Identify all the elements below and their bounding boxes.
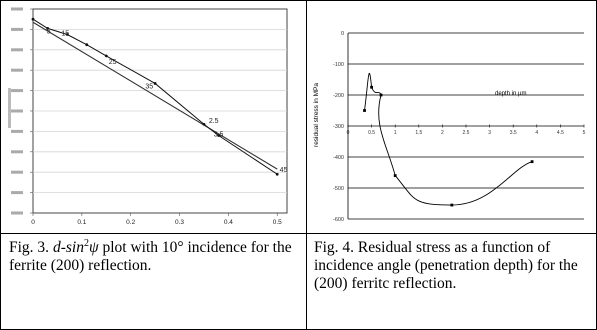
caption-rest: plot with 10° incidence for the ferrite …: [9, 239, 292, 274]
figure3-ytick-label-blur: [11, 191, 23, 195]
figure3-ytick-label-blur: [11, 170, 23, 174]
figure3-xtick-label: 0.5: [273, 219, 282, 226]
figure3-xtick-label: 0.4: [224, 219, 233, 226]
figure3-xtick-label: 0.2: [126, 219, 135, 226]
figure3-annotation: 25: [109, 59, 117, 66]
figure4-xtick-label: 5: [583, 130, 586, 136]
caption-d: d: [52, 239, 61, 256]
figure4-curve: [364, 72, 533, 206]
figure3-point: [202, 122, 206, 126]
figure3-annotation: 5: [47, 28, 51, 35]
figure3-annotation: 3.5: [214, 132, 224, 139]
figure4-point: [370, 85, 373, 89]
figure4-ytick-label: -400: [333, 155, 344, 161]
figure3-point: [104, 54, 108, 58]
figure4-xtick-label: 2.5: [463, 130, 470, 136]
figure3-annotation: 15: [61, 31, 69, 38]
figure4-ytick-label: -300: [333, 124, 344, 130]
figure3-ytick-label-blur: [11, 7, 23, 11]
figure3-point: [217, 134, 221, 137]
figure3-ytick-label-blur: [11, 129, 23, 133]
figure3-plot: 0 0.1 0.2 0.3 0.4 0.5 5 15 25 35 2.5 3.5 45: [5, 3, 303, 231]
figure4-xtick-label: 0: [347, 130, 350, 136]
figure4-xtick-label: 1.5: [415, 130, 422, 136]
figure3-xtick-label: 0: [31, 219, 35, 226]
figure4-caption: Fig. 4. Residual stress as a function of…: [314, 239, 578, 292]
figure4-ytick-label: -100: [333, 62, 344, 68]
figure3-point: [31, 17, 35, 21]
figure3-ytick-label-blur: [11, 48, 23, 52]
figure3-ytick-label-blur: [11, 68, 23, 72]
figure4-point: [530, 160, 534, 164]
figure4-ytick-label: -500: [333, 186, 344, 192]
caption-exponent: 2: [83, 237, 89, 249]
figure4-xtick-label: 1: [394, 130, 397, 136]
table-divider-vertical: [306, 1, 307, 329]
figure3-annotation: 45: [280, 167, 288, 174]
figure3-annotation: 35: [145, 84, 153, 91]
figure4-ylabel: residual stress in MPa: [313, 83, 320, 147]
figure3-xtick-label: 0.3: [175, 219, 184, 226]
figure4-point: [363, 109, 366, 112]
figure4-xtick-label: 3.5: [510, 130, 517, 136]
figure4-xtick-label: 4: [535, 130, 538, 136]
figure3-fit-line: [32, 21, 278, 170]
caption-sin: -sin: [60, 239, 84, 256]
figure4-point: [450, 203, 454, 207]
figure3-ylabel-blur: [8, 88, 11, 128]
figure4-point: [393, 174, 397, 177]
figure3-caption: Fig. 3. d-sin2ψ plot with 10° incidence …: [9, 237, 301, 275]
figure4-xtick-label: 3: [488, 130, 491, 136]
figure4-ytick-label: -600: [333, 217, 344, 223]
figure4-ytick-label: -200: [333, 93, 344, 99]
figure4-xlabel: depth in µm: [495, 91, 526, 97]
figure4-xtick-label: 2: [441, 130, 444, 136]
caption-prefix: Fig. 3.: [9, 239, 53, 256]
figure3-svg: 0 0.1 0.2 0.3 0.4 0.5 5 15 25 35 2.5 3.5 45: [8, 7, 288, 226]
figure3-ytick-label-blur: [11, 211, 23, 215]
figure3-ytick-label-blur: [11, 89, 23, 93]
figure3-ytick-label-blur: [11, 150, 23, 154]
figure3-annotation: 2.5: [209, 118, 219, 125]
figure4-xtick-label: 4.5: [557, 130, 564, 136]
figure3-ytick-label-blur: [11, 109, 23, 113]
figure4-svg: 0 -100 -200 -300 -400 -500 -600 0 0.5 1 1.5 2 2.5 3 3.…: [313, 31, 586, 223]
figure4-plot: 0 -100 -200 -300 -400 -500 -600 0 0.5 1 1.5 2 2.5 3 3.…: [310, 3, 594, 231]
figure3-ytick-label-blur: [11, 27, 23, 31]
figure3-point: [65, 33, 69, 36]
figure3-point: [275, 172, 279, 176]
table-divider-horizontal: [1, 233, 596, 234]
figure3-xtick-label: 0.1: [77, 219, 86, 226]
figure3-point: [153, 82, 157, 85]
figure3-point: [85, 43, 89, 47]
figure4-point: [379, 93, 383, 97]
figure4-xtick-label: 0.5: [368, 130, 375, 136]
figure3-point: [46, 26, 50, 30]
caption-psi: ψ: [88, 239, 99, 256]
figure4-ytick-label: 0: [341, 31, 344, 37]
